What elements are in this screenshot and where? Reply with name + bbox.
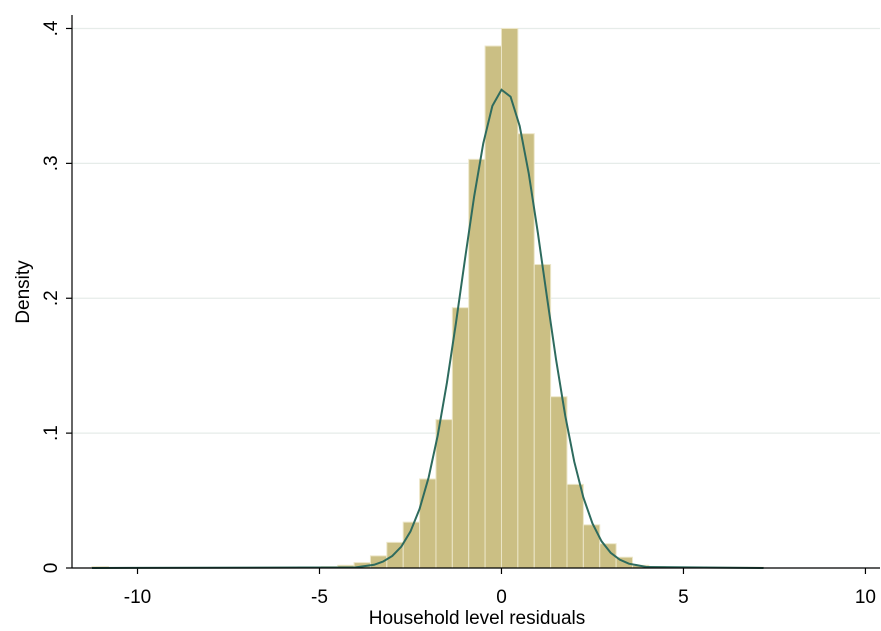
y-tick-label: .4 bbox=[41, 20, 62, 36]
bar bbox=[419, 478, 437, 569]
x-tick-label: 5 bbox=[678, 587, 689, 608]
y-tick-label: .2 bbox=[41, 290, 62, 306]
y-tick-label: 0 bbox=[41, 563, 62, 574]
x-axis-title: Household level residuals bbox=[369, 608, 586, 629]
y-tick-label: .3 bbox=[41, 155, 62, 171]
bar bbox=[451, 307, 470, 569]
bar bbox=[566, 483, 584, 569]
y-axis-title: Density bbox=[13, 260, 34, 324]
x-tick-label: -10 bbox=[124, 587, 151, 608]
x-tick-label: -5 bbox=[311, 587, 328, 608]
y-tick-label: .1 bbox=[41, 425, 62, 441]
x-tick-label: 10 bbox=[855, 587, 876, 608]
density-curve bbox=[92, 88, 764, 569]
bar bbox=[550, 396, 568, 569]
x-tick-label: 0 bbox=[496, 587, 507, 608]
bar bbox=[435, 419, 453, 569]
